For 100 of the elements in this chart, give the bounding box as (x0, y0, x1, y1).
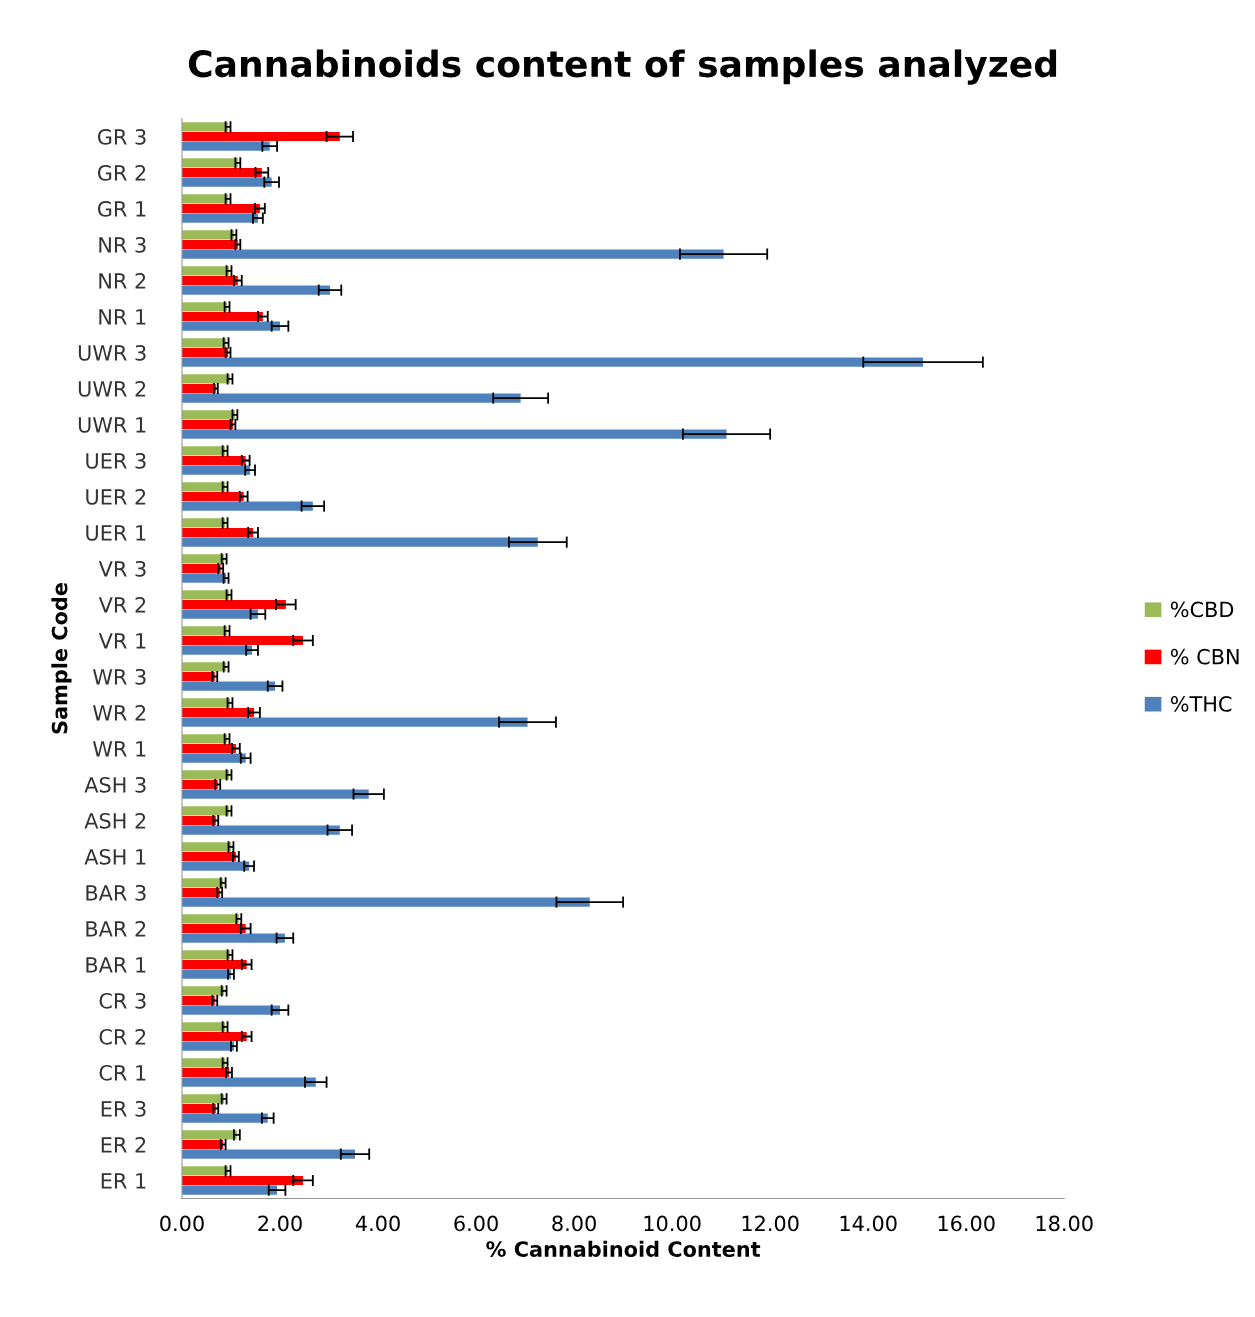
bar (181, 357, 924, 367)
y-tick-label: CR 1 (99, 1064, 146, 1081)
bar (181, 743, 236, 754)
bar (181, 626, 228, 636)
bar (181, 527, 254, 538)
legend-label: % CBN (1170, 648, 1239, 665)
bar (181, 1077, 316, 1087)
legend-label: %THC (1170, 696, 1232, 712)
bar (181, 1175, 304, 1186)
bar (181, 662, 227, 672)
bar (181, 338, 227, 348)
y-tick-label: NR 2 (99, 272, 146, 289)
bar (181, 825, 340, 835)
bar (181, 1185, 278, 1195)
y-tick-label: VR 2 (98, 596, 146, 613)
bar (181, 923, 246, 934)
bar (181, 842, 231, 852)
legend-label: %CBD (1170, 601, 1234, 618)
y-tick-label: BAR 2 (86, 920, 146, 937)
bar (181, 410, 235, 420)
bar (181, 302, 228, 312)
bar (181, 1005, 280, 1015)
bar (181, 599, 286, 610)
y-tick-label: CR 3 (99, 992, 146, 1009)
y-tick-label: VR 1 (98, 633, 146, 649)
bar (181, 285, 330, 295)
bar (181, 609, 258, 619)
y-tick-label: UWR 3 (78, 344, 146, 361)
bar (181, 1166, 229, 1176)
bar (181, 321, 280, 331)
bar (181, 249, 724, 259)
y-tick-label: GR 3 (97, 128, 146, 145)
bar (181, 158, 238, 168)
y-tick-label: UWR 1 (78, 417, 146, 433)
y-tick-label: UER 2 (86, 488, 146, 505)
x-tick-label: 4.00 (355, 1215, 400, 1232)
bar (181, 573, 227, 583)
y-tick-label: VR 3 (98, 560, 146, 577)
x-axis-title: % Cannabinoid Content (486, 1240, 761, 1257)
bar (181, 482, 226, 492)
x-tick-label: 0.00 (160, 1215, 204, 1232)
bar (181, 266, 230, 276)
bar (181, 861, 250, 871)
bar (181, 501, 313, 511)
y-tick-label: CR 2 (99, 1028, 146, 1045)
bar (181, 1094, 225, 1104)
bar (181, 815, 216, 826)
bar (181, 419, 233, 430)
bar (181, 239, 238, 250)
bar (181, 734, 228, 744)
bar (181, 1103, 216, 1114)
bar (181, 141, 270, 151)
bar (181, 393, 521, 403)
bar (181, 717, 528, 727)
bar (181, 230, 234, 240)
bar (181, 851, 236, 862)
bar (181, 789, 369, 799)
bar (181, 177, 272, 187)
y-tick-label: ER 3 (101, 1100, 146, 1117)
y-tick-label: NR 3 (99, 236, 146, 253)
bar (181, 1149, 355, 1159)
chart-title: Cannabinoids content of samples analyzed (188, 49, 1057, 85)
bar (181, 131, 340, 142)
x-tick-label: 12.00 (742, 1215, 799, 1232)
bar (181, 590, 230, 600)
y-tick-label: GR 1 (97, 200, 146, 217)
bar (181, 671, 215, 682)
bar (181, 698, 231, 708)
y-tick-label: BAR 3 (86, 884, 146, 901)
y-tick-label: ASH 3 (84, 776, 146, 793)
bar (181, 770, 230, 780)
bar (181, 887, 220, 898)
bar (181, 213, 258, 223)
bar (181, 1041, 234, 1051)
y-tick-label: BAR 1 (86, 957, 146, 973)
y-tick-label: ASH 2 (84, 812, 146, 829)
y-tick-label: GR 2 (97, 164, 146, 181)
y-tick-label: ER 2 (101, 1136, 146, 1153)
bar (181, 1130, 237, 1140)
y-tick-label: WR 2 (92, 704, 146, 721)
y-tick-label: WR 3 (92, 668, 146, 685)
bar (181, 645, 253, 655)
bar (181, 1113, 268, 1123)
bar (181, 491, 244, 502)
bar (181, 914, 239, 924)
y-tick-label: WR 1 (92, 741, 146, 757)
bar (181, 203, 260, 214)
bar (181, 518, 226, 528)
bar (181, 374, 231, 384)
x-tick-label: 16.00 (938, 1215, 995, 1232)
bar (181, 1067, 230, 1078)
x-tick-label: 8.00 (552, 1215, 596, 1232)
bar (181, 969, 231, 979)
y-tick-label: ER 1 (101, 1173, 146, 1189)
x-tick-label: 14.00 (840, 1215, 897, 1232)
bar (181, 1031, 247, 1042)
bar (181, 995, 215, 1006)
y-axis-title: Sample Code (51, 583, 72, 734)
bar (181, 806, 230, 816)
bar (181, 959, 247, 970)
